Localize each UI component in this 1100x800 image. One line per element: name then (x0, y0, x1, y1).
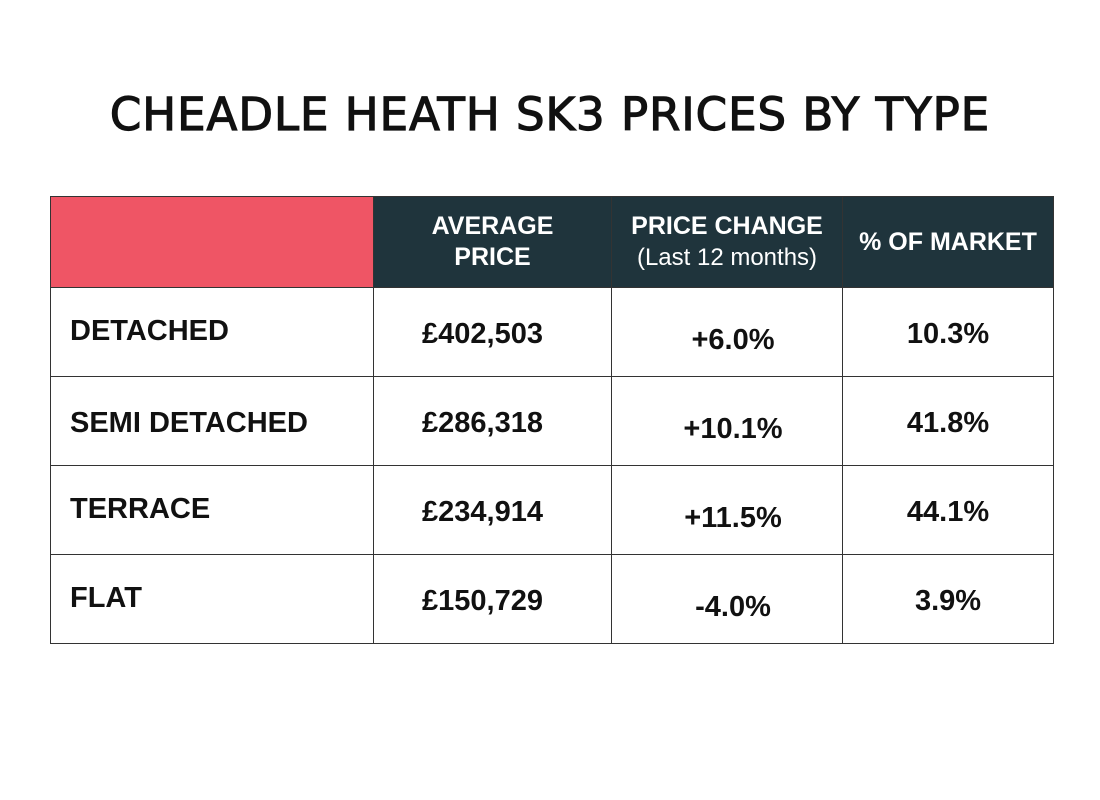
average-price-cell: £150,729 (373, 554, 612, 644)
price-change-value: -4.0% (695, 591, 771, 623)
price-change-cell: +10.1% (611, 376, 843, 466)
price-change-value: +11.5% (684, 502, 782, 534)
header-row: AVERAGE PRICE PRICE CHANGE (Last 12 months… (50, 196, 1054, 288)
market-share-value: 41.8% (906, 407, 990, 439)
market-share-cell: 41.8% (842, 376, 1054, 466)
average-price-value: £150,729 (422, 585, 543, 617)
header-market-share: % OF MARKET (842, 196, 1054, 288)
price-change-value: +10.1% (683, 413, 783, 445)
prices-table: AVERAGE PRICE PRICE CHANGE (Last 12 months… (50, 196, 1054, 644)
table-row: SEMI DETACHED £286,318 +10.1% 41.8% (50, 376, 1054, 466)
type-cell: SEMI DETACHED (50, 376, 374, 466)
header-price-change: PRICE CHANGE (Last 12 months) (611, 196, 843, 288)
type-cell: FLAT (50, 554, 374, 644)
header-line: PRICE (454, 243, 531, 271)
type-cell: TERRACE (50, 465, 374, 555)
average-price-cell: £402,503 (373, 287, 612, 377)
market-share-value: 44.1% (906, 496, 990, 528)
market-share-value: 3.9% (914, 585, 982, 617)
market-share-cell: 10.3% (842, 287, 1054, 377)
price-change-cell: -4.0% (611, 554, 843, 644)
average-price-value: £286,318 (422, 407, 543, 439)
market-share-cell: 3.9% (842, 554, 1054, 644)
table-row: TERRACE £234,914 +11.5% 44.1% (50, 465, 1054, 555)
average-price-cell: £286,318 (373, 376, 612, 466)
type-cell: DETACHED (50, 287, 374, 377)
table-row: DETACHED £402,503 +6.0% 10.3% (50, 287, 1054, 377)
table-row: FLAT £150,729 -4.0% 3.9% (50, 554, 1054, 644)
average-price-value: £402,503 (422, 318, 543, 350)
header-average-price: AVERAGE PRICE (373, 196, 612, 288)
header-subline: (Last 12 months) (636, 244, 818, 271)
header-line: PRICE CHANGE (631, 212, 823, 240)
price-change-value: +6.0% (691, 324, 775, 356)
average-price-cell: £234,914 (373, 465, 612, 555)
average-price-value: £234,914 (422, 496, 543, 528)
header-corner-cell (50, 196, 374, 288)
page-title: CHEADLE HEATH SK3 PRICES BY TYPE (109, 87, 991, 141)
header-line: AVERAGE (431, 212, 554, 240)
market-share-value: 10.3% (906, 318, 990, 350)
price-change-cell: +11.5% (611, 465, 843, 555)
price-change-cell: +6.0% (611, 287, 843, 377)
market-share-cell: 44.1% (842, 465, 1054, 555)
